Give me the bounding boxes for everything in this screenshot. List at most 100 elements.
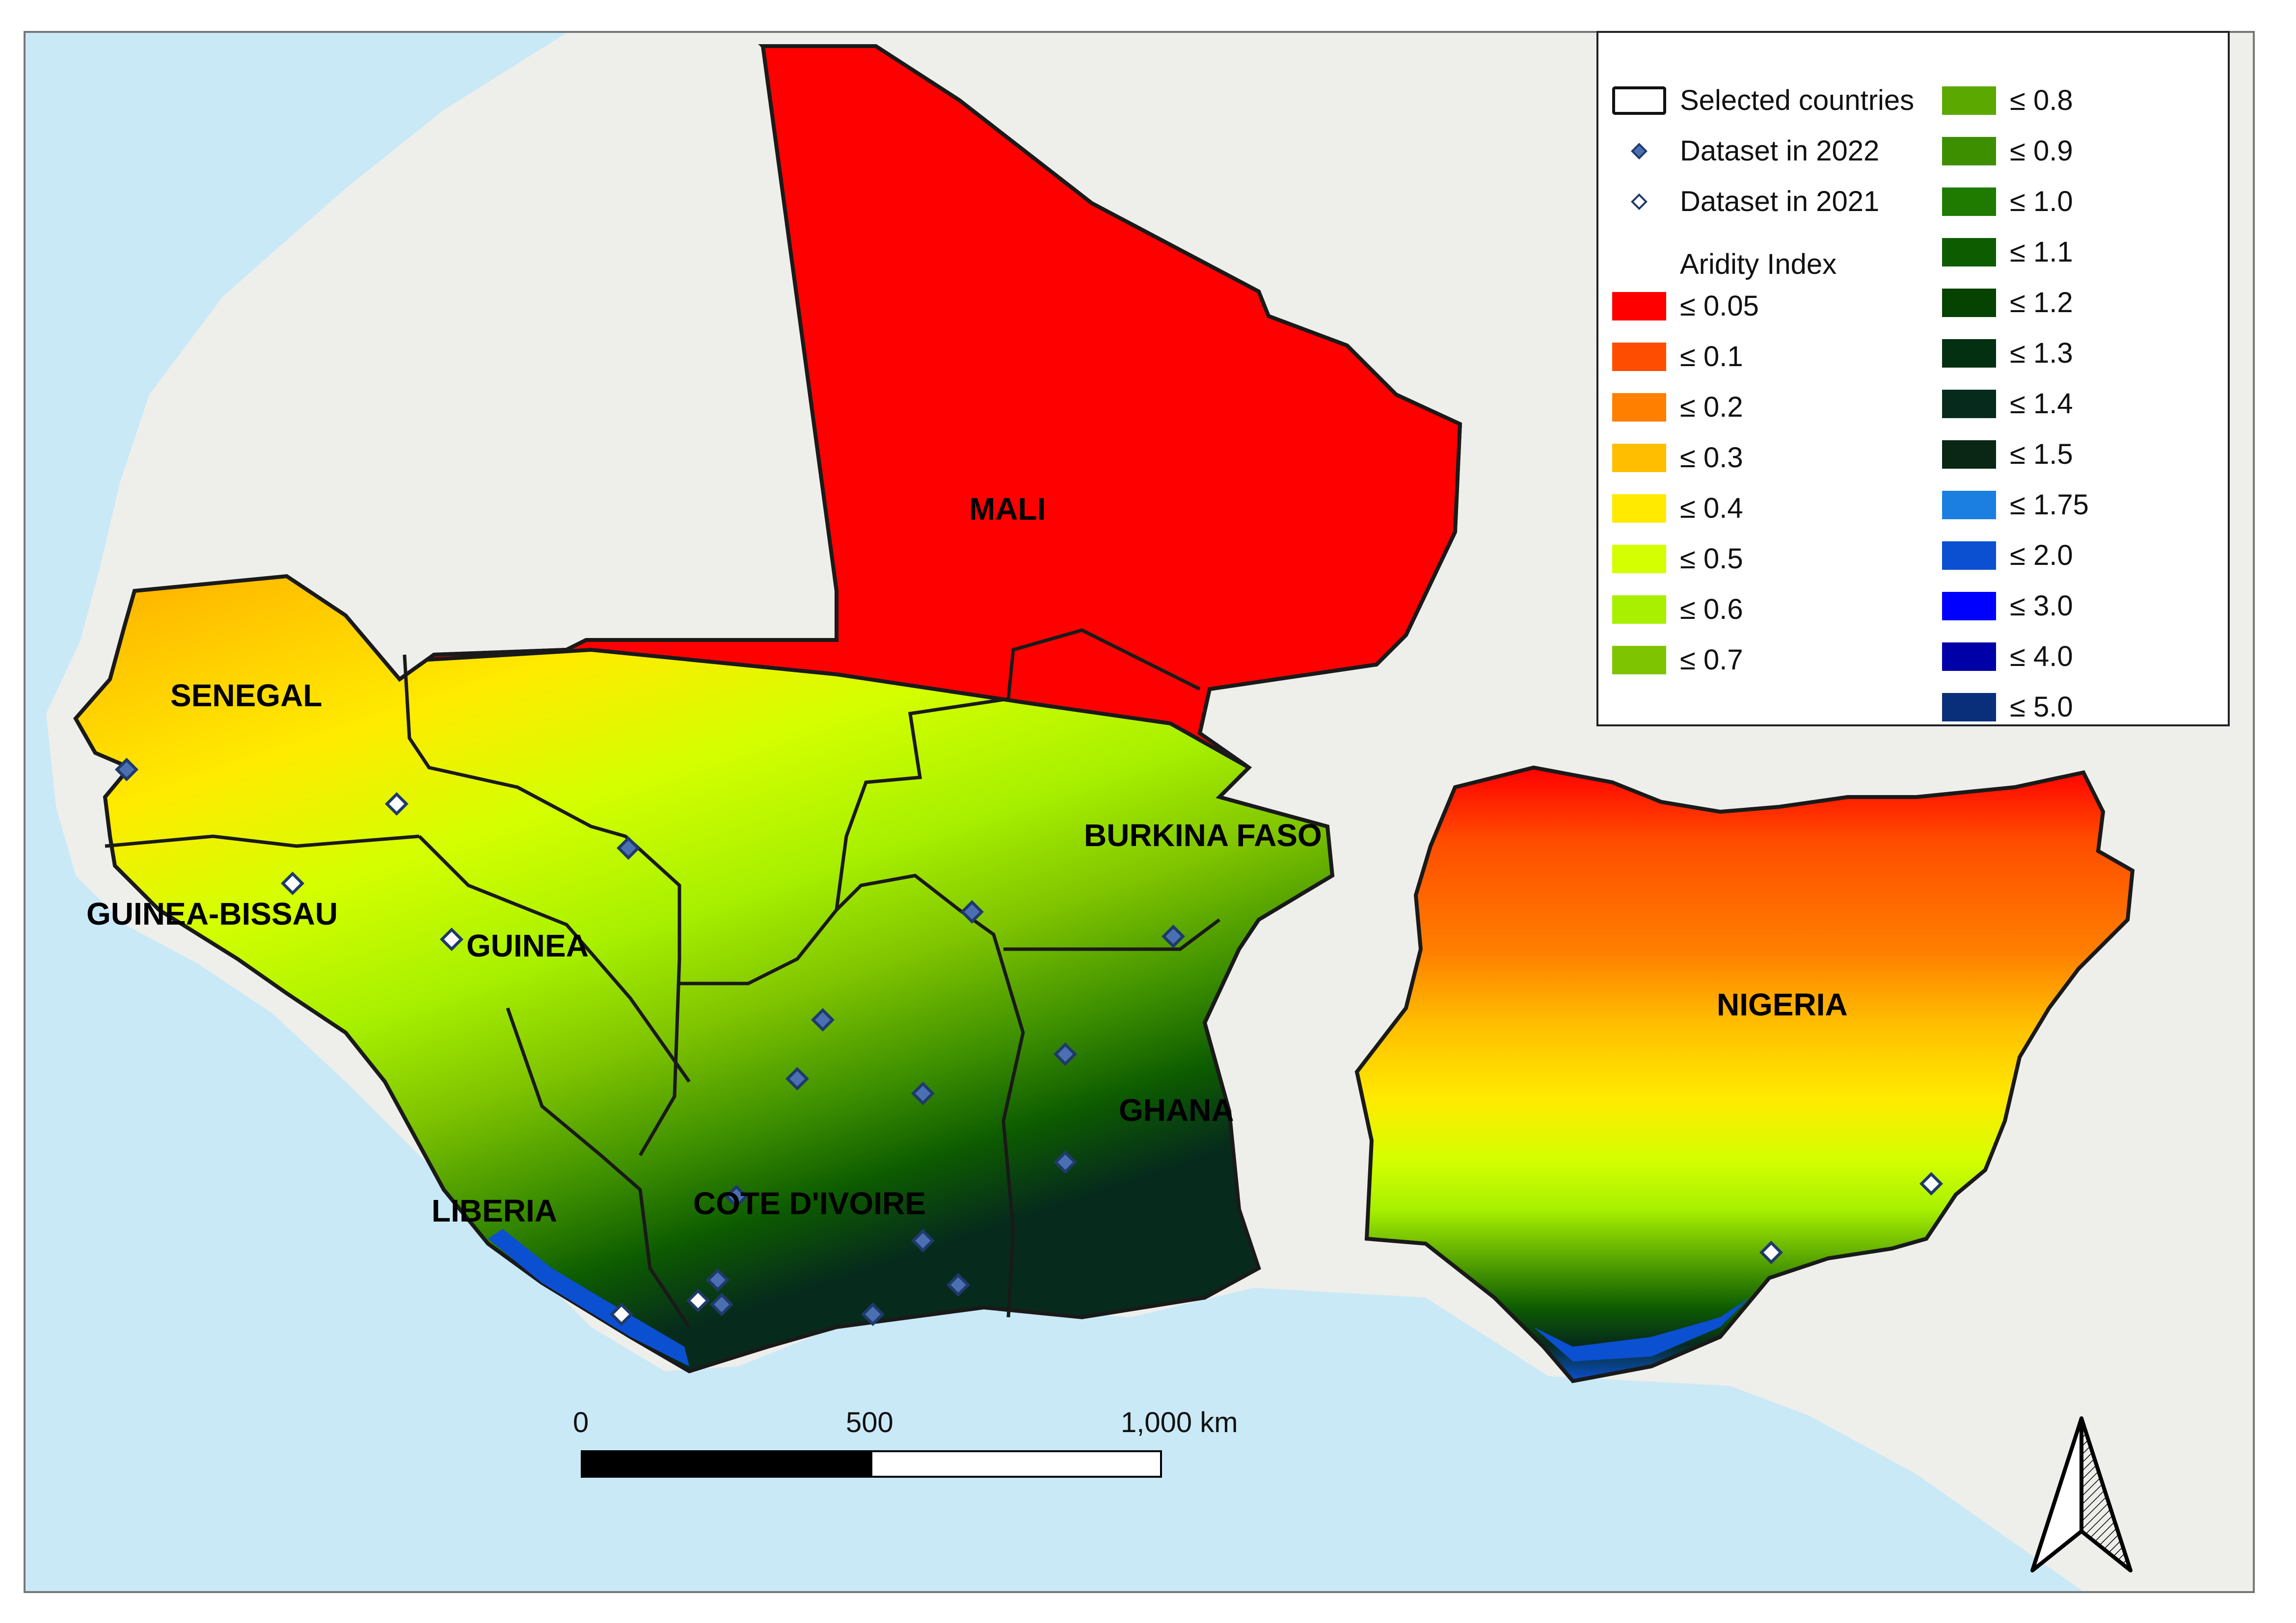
legend-class-label: ≤ 0.2 (1680, 391, 1743, 423)
marker-2022[interactable] (616, 836, 641, 860)
legend-class-row: ≤ 2.0 (1942, 530, 2089, 581)
legend-aridity-classes-left: ≤ 0.05 ≤ 0.1 ≤ 0.2 ≤ 0.3 ≤ 0.4 ≤ 0.5 ≤ 0.6 ≤ 0.… (1612, 281, 1914, 685)
legend-aridity-heading-row: Aridity Index (1612, 227, 1914, 281)
scale-label-1000: 1,000 km (1121, 1407, 1238, 1438)
legend-item-dataset-2021: Dataset in 2021 (1612, 176, 1914, 227)
dataset-2022-markers (114, 757, 1186, 1327)
aridity-nigeria-region (1354, 765, 2135, 1384)
marker-2022[interactable] (1161, 924, 1186, 949)
aridity-index-title: Aridity Index (1680, 248, 1837, 280)
legend-class-row: ≤ 4.0 (1942, 631, 2089, 682)
marker-2021[interactable] (384, 792, 409, 816)
legend-class-row: ≤ 0.3 (1612, 432, 1914, 483)
marker-2022[interactable] (911, 1228, 935, 1253)
legend-class-swatch (1942, 339, 1996, 368)
legend-class-label: ≤ 1.2 (2010, 287, 2073, 319)
north-arrow-icon (2023, 1413, 2140, 1583)
legend-column-left: Selected countries Dataset in 2022 Datas… (1612, 75, 1914, 685)
legend-class-row: ≤ 1.75 (1942, 479, 2089, 530)
legend-class-row: ≤ 1.1 (1942, 227, 2089, 277)
scale-bar: 0 500 1,000 km (573, 1407, 1238, 1482)
legend-class-swatch (1612, 645, 1666, 674)
legend-class-row: ≤ 0.4 (1612, 483, 1914, 533)
label-cote-divoire: COTE D'IVOIRE (693, 1186, 926, 1221)
legend-class-label: ≤ 1.5 (2010, 438, 2073, 470)
legend-class-row: ≤ 1.5 (1942, 429, 2089, 479)
marker-2021[interactable] (1919, 1171, 1944, 1196)
legend-label: Dataset in 2022 (1680, 135, 1880, 167)
marker-2021[interactable] (609, 1302, 634, 1327)
legend-class-row: ≤ 3.0 (1942, 581, 2089, 631)
legend-class-row: ≤ 0.6 (1612, 584, 1914, 635)
legend-class-swatch (1612, 342, 1666, 371)
legend-class-label: ≤ 0.6 (1680, 593, 1743, 625)
legend-class-label: ≤ 0.1 (1680, 341, 1743, 372)
legend-class-label: ≤ 0.4 (1680, 492, 1743, 524)
marker-2022[interactable] (946, 1273, 971, 1297)
label-guinea: GUINEA (466, 928, 589, 963)
legend-class-label: ≤ 4.0 (2010, 640, 2073, 672)
legend-class-label: ≤ 0.8 (2010, 84, 2073, 116)
marker-2021[interactable] (1759, 1240, 1783, 1265)
legend-class-swatch (1942, 288, 1996, 317)
marker-2022[interactable] (705, 1268, 730, 1292)
label-nigeria: NIGERIA (1717, 987, 1848, 1022)
country-labels: MALI SENEGAL GUINEA-BISSAU GUINEA BURKIN… (86, 491, 1848, 1228)
legend-class-row: ≤ 0.05 (1612, 281, 1914, 331)
mali-north-region (424, 44, 1462, 770)
legend-class-row: ≤ 0.9 (1942, 126, 2089, 176)
marker-2022[interactable] (911, 1081, 935, 1106)
legend-class-row: ≤ 0.5 (1612, 533, 1914, 584)
marker-2021[interactable] (686, 1288, 710, 1313)
legend-class-row: ≤ 1.4 (1942, 378, 2089, 429)
legend-class-label: ≤ 0.9 (2010, 135, 2073, 167)
label-burkina-faso: BURKINA FASO (1084, 818, 1322, 853)
marker-2022[interactable] (810, 1008, 835, 1032)
legend-class-swatch (1942, 692, 1996, 721)
legend-class-label: ≤ 0.5 (1680, 543, 1743, 575)
legend-class-label: ≤ 0.05 (1680, 290, 1759, 322)
marker-2021[interactable] (280, 871, 305, 896)
legend-class-swatch (1612, 292, 1666, 320)
label-liberia: LIBERIA (432, 1193, 557, 1228)
legend-class-swatch (1942, 389, 1996, 418)
legend-class-swatch (1942, 136, 1996, 165)
marker-2022[interactable] (114, 757, 139, 782)
marker-2021[interactable] (439, 927, 464, 952)
legend-class-row: ≤ 0.8 (1942, 75, 2089, 126)
legend-label: Selected countries (1680, 84, 1915, 116)
legend-class-row: ≤ 1.0 (1942, 176, 2089, 227)
marker-2022[interactable] (724, 1184, 749, 1209)
legend-class-swatch (1942, 238, 1996, 266)
scale-label-500: 500 (846, 1407, 893, 1438)
marker-2022[interactable] (785, 1066, 810, 1091)
dataset-2021-markers (280, 792, 1944, 1327)
legend-class-swatch (1612, 393, 1666, 422)
marker-2022[interactable] (709, 1292, 734, 1317)
legend-class-label: ≤ 1.3 (2010, 337, 2073, 369)
legend-class-swatch (1942, 490, 1996, 519)
legend-class-swatch (1612, 544, 1666, 573)
marker-2022[interactable] (1053, 1042, 1078, 1066)
label-mali: MALI (969, 491, 1046, 527)
legend-column-right: ≤ 0.8 ≤ 0.9 ≤ 1.0 ≤ 1.1 ≤ 1.2 ≤ 1.3 ≤ 1.4 ≤ 1.5… (1942, 75, 2089, 732)
legend-class-row: ≤ 5.0 (1942, 682, 2089, 732)
map-legend: Selected countries Dataset in 2022 Datas… (1596, 31, 2230, 726)
scale-label-0: 0 (573, 1407, 589, 1438)
legend-class-label: ≤ 3.0 (2010, 590, 2073, 622)
marker-2022[interactable] (1053, 1150, 1078, 1174)
legend-class-row: ≤ 0.7 (1612, 635, 1914, 685)
legend-class-swatch (1942, 187, 1996, 216)
marker-2022[interactable] (861, 1302, 885, 1327)
legend-class-swatch (1612, 443, 1666, 472)
legend-class-swatch (1942, 86, 1996, 115)
legend-class-label: ≤ 2.0 (2010, 539, 2073, 571)
label-senegal: SENEGAL (170, 678, 322, 713)
legend-item-selected-countries: Selected countries (1612, 75, 1914, 126)
marker-2022[interactable] (960, 900, 984, 924)
nigeria-coastal-band (1534, 1298, 1750, 1361)
legend-class-row: ≤ 0.2 (1612, 382, 1914, 432)
legend-class-label: ≤ 1.1 (2010, 236, 2073, 268)
legend-class-label: ≤ 1.4 (2010, 388, 2073, 420)
selected-countries-swatch (1612, 86, 1666, 115)
